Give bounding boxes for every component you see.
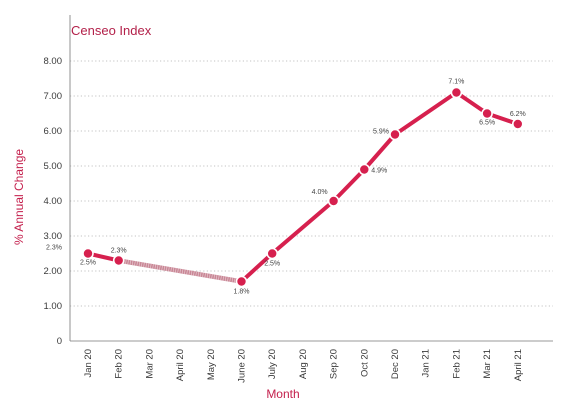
x-tick-label: Jan 20 — [83, 349, 94, 378]
x-tick-labels: Jan 20 Feb 20 Mar 20 April 20 May 20 June 20 J… — [83, 349, 524, 383]
data-point — [511, 118, 524, 130]
grid — [70, 60, 553, 307]
x-tick-label: Sep 20 — [329, 349, 340, 379]
data-label: 4.0% — [312, 189, 328, 196]
x-tick-label: Mar 21 — [482, 349, 493, 379]
series-line-segment — [270, 199, 336, 256]
data-label: 5.9% — [373, 129, 389, 136]
extra-data-label: 2.3% — [46, 245, 62, 252]
x-tick-label: April 21 — [513, 349, 524, 381]
series-line-segment-hatch — [118, 258, 242, 284]
x-tick-label: Mar 20 — [144, 349, 155, 379]
series-line-segment — [393, 90, 459, 137]
y-tick-label: 1.00 — [44, 301, 63, 312]
data-point — [327, 195, 340, 207]
data-label: 4.9% — [371, 168, 387, 175]
x-tick-label: July 20 — [267, 349, 278, 379]
x-tick-label: Feb 20 — [114, 349, 125, 379]
y-axis-label: % Annual Change — [12, 149, 26, 245]
series-line-segment — [331, 167, 367, 203]
x-tick-label: Oct 20 — [359, 349, 370, 377]
data-point — [235, 275, 248, 288]
data-label: 2.3% — [111, 248, 127, 255]
data-label: 2.5% — [264, 261, 280, 268]
x-tick-label: Feb 21 — [451, 349, 462, 379]
series-line-segment — [239, 251, 275, 284]
y-tick-label: 8.00 — [44, 56, 63, 67]
y-tick-label: 3.00 — [44, 231, 63, 242]
y-tick-labels: 0 1.00 2.00 3.00 4.00 5.00 6.00 7.00 8.00 — [44, 56, 63, 347]
x-tick-label: April 20 — [175, 349, 186, 381]
data-label: 2.5% — [80, 260, 96, 267]
chart-title: Censeo Index — [71, 23, 152, 38]
data-label: 6.2% — [510, 111, 526, 118]
data-point — [112, 254, 125, 267]
axes — [69, 15, 553, 342]
data-labels: 2.5% 2.3% 1.8% 2.5% 4.0% 4.9% 5.9% 7.1% 6.5% 6.2%… — [46, 79, 526, 296]
y-tick-label: 5.00 — [44, 161, 63, 172]
series-line-segment — [454, 90, 490, 116]
data-point — [82, 247, 94, 260]
data-point — [266, 247, 279, 260]
data-label: 6.5% — [479, 120, 495, 127]
x-axis-label: Month — [266, 387, 299, 401]
series-points — [82, 86, 524, 288]
y-tick-label: 7.00 — [44, 91, 63, 102]
x-tick-label: Aug 20 — [298, 349, 309, 379]
data-point — [389, 128, 401, 141]
data-label: 7.1% — [448, 79, 464, 86]
y-tick-label: 4.00 — [44, 196, 63, 207]
x-tick-label: May 20 — [206, 349, 217, 380]
data-point — [481, 107, 493, 120]
x-tick-label: Jan 21 — [421, 349, 432, 378]
x-tick-label: June 20 — [237, 349, 248, 383]
data-label: 1.8% — [234, 289, 250, 296]
y-tick-label: 0 — [57, 336, 62, 347]
y-tick-label: 2.00 — [44, 266, 63, 277]
data-point — [450, 86, 463, 99]
data-point — [358, 163, 371, 176]
series-line-segment — [362, 132, 397, 172]
y-tick-label: 6.00 — [44, 126, 63, 137]
x-tick-label: Dec 20 — [390, 349, 401, 379]
